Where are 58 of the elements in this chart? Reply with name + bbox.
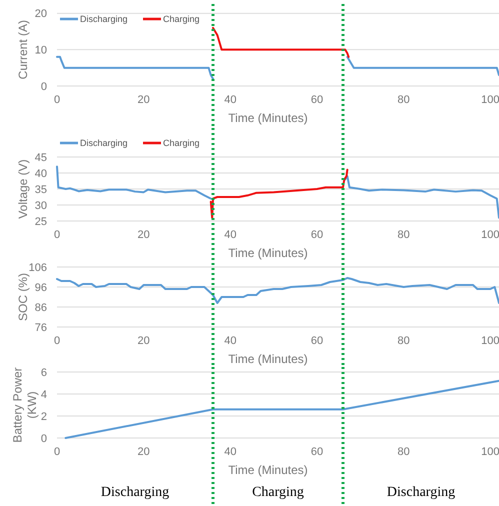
x-tick-label: 60 <box>310 229 324 241</box>
x-tick-label: 40 <box>224 94 236 106</box>
x-tick-label: 40 <box>224 229 236 241</box>
y-tick-label: 0 <box>40 432 47 445</box>
x-tick-label: 0 <box>54 229 60 241</box>
x-tick-label: 100 <box>481 335 499 347</box>
y-tick-label: 45 <box>34 152 47 164</box>
y-tick-label: 40 <box>34 168 47 180</box>
y-axis-title: Current (A) <box>16 20 30 80</box>
text: Discharging <box>386 485 456 500</box>
y-tick-label: 30 <box>34 200 47 212</box>
x-axis-title: Time (Minutes) <box>228 352 308 366</box>
x-tick-label: 80 <box>398 446 410 458</box>
x-tick-label: 80 <box>398 94 410 106</box>
x-tick-label: 40 <box>224 335 236 347</box>
legend-label: Charging <box>163 14 200 24</box>
text: Discharging <box>100 485 170 500</box>
y-tick-label: 4 <box>40 388 47 401</box>
x-tick-label: 60 <box>310 335 324 347</box>
legend-label: Discharging <box>80 138 128 148</box>
x-tick-label: 60 <box>310 94 324 106</box>
x-tick-label: 40 <box>224 446 236 458</box>
x-tick-label: 60 <box>310 446 324 458</box>
y-tick-label: 76 <box>34 322 47 334</box>
x-axis-title: Time (Minutes) <box>228 111 308 125</box>
x-tick-label: 100 <box>481 446 499 458</box>
y-tick-label: 96 <box>34 282 47 294</box>
x-tick-label: 0 <box>54 94 60 106</box>
line-series <box>212 26 350 58</box>
x-axis-title: Time (Minutes) <box>228 463 308 477</box>
y-tick-label: 25 <box>34 216 47 228</box>
x-tick-label: 80 <box>398 335 410 347</box>
legend-label: Charging <box>163 138 200 148</box>
y-axis-title: SOC (%) <box>16 272 30 321</box>
line-series <box>56 277 499 304</box>
x-tick-label: 20 <box>138 229 150 241</box>
x-tick-label: 20 <box>138 94 150 106</box>
y-axis-title: Voltage (V) <box>16 159 30 219</box>
y-tick-label: 106 <box>28 262 47 274</box>
y-tick-label: 20 <box>34 8 47 20</box>
y-tick-label: 35 <box>34 184 47 196</box>
y-tick-label: 2 <box>40 410 47 423</box>
line-series <box>210 168 348 219</box>
x-axis-title: Time (Minutes) <box>228 246 308 260</box>
y-tick-label: 0 <box>40 80 47 93</box>
x-tick-label: 80 <box>398 229 410 241</box>
x-tick-label: 100 <box>481 229 499 241</box>
x-tick-label: 100 <box>481 94 499 106</box>
y-tick-label: 86 <box>34 302 47 314</box>
text: Charging <box>252 485 304 500</box>
y-tick-label: 6 <box>40 366 47 379</box>
legend-label: Discharging <box>80 14 128 24</box>
x-tick-label: 20 <box>138 446 150 458</box>
x-tick-label: 0 <box>54 446 60 458</box>
y-axis-title: Battery Power (KW) <box>10 367 39 443</box>
y-tick-label: 10 <box>34 44 47 57</box>
x-tick-label: 20 <box>138 335 150 347</box>
x-tick-label: 0 <box>54 335 60 347</box>
